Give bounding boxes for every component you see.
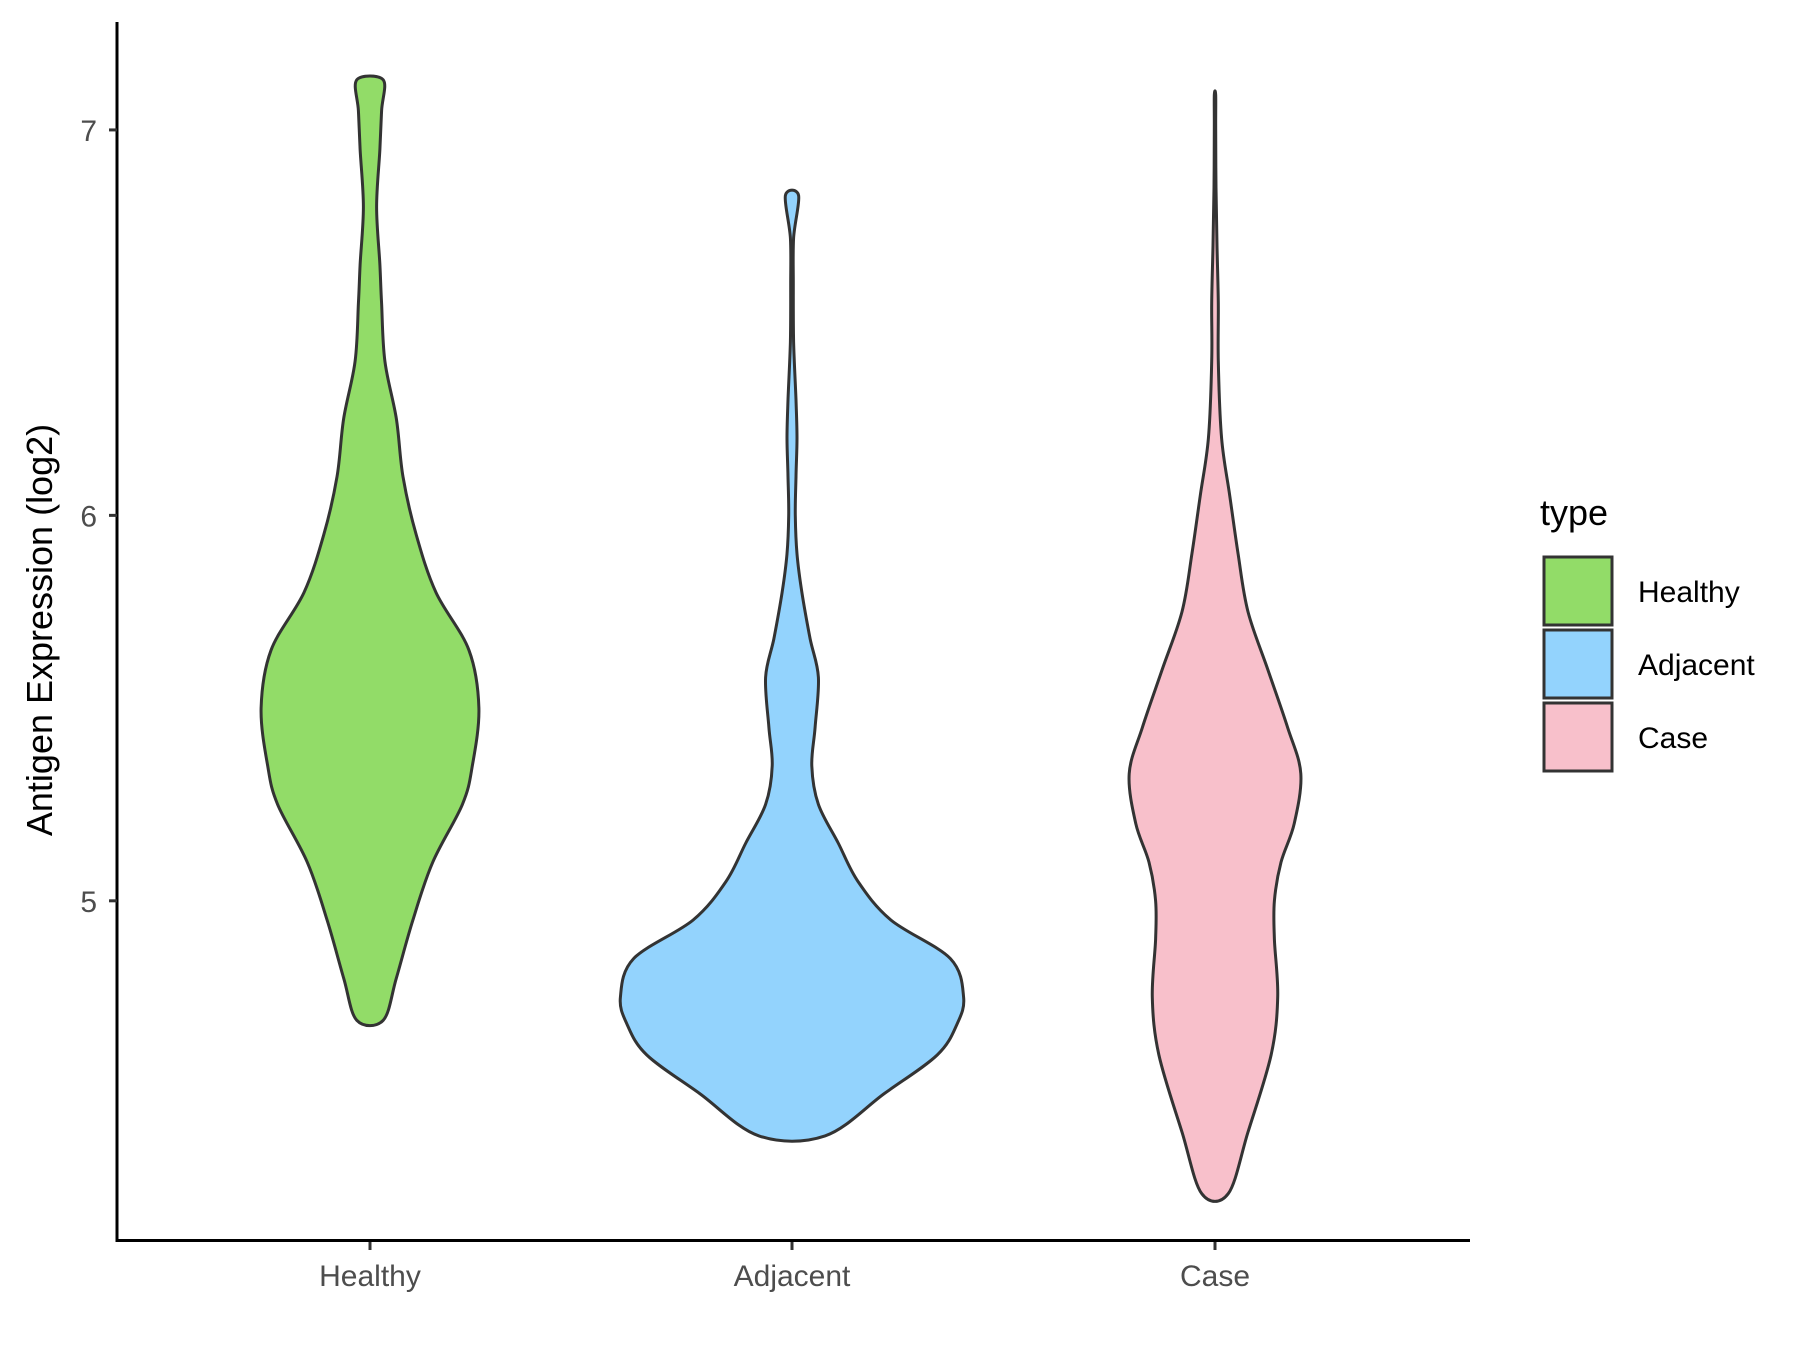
y-tick-label: 6 — [80, 500, 97, 533]
legend-swatch-adjacent — [1542, 628, 1614, 700]
y-tick-label: 7 — [80, 115, 97, 148]
x-tick-label: Healthy — [319, 1260, 421, 1293]
x-ticks: Healthy Adjacent Case — [319, 1242, 1250, 1293]
violin-layer — [259, 74, 1303, 1203]
legend-title: type — [1540, 492, 1608, 533]
y-ticks: 5 6 7 — [80, 115, 117, 919]
x-tick-label: Adjacent — [734, 1260, 851, 1293]
y-axis-title: Antigen Expression (log2) — [19, 424, 60, 836]
y-tick-label: 5 — [80, 886, 97, 919]
legend-label-adjacent: Adjacent — [1638, 649, 1755, 682]
legend-label-healthy: Healthy — [1638, 576, 1740, 609]
x-tick-label: Case — [1180, 1260, 1250, 1293]
violin-adjacent — [618, 188, 966, 1143]
legend-items: Healthy Adjacent Case — [1542, 555, 1755, 773]
legend-swatch-case — [1542, 701, 1614, 773]
violin-case — [1127, 89, 1303, 1203]
violin-healthy — [259, 74, 481, 1028]
legend-swatch-healthy — [1542, 555, 1614, 627]
legend: type Healthy Adjacent Case — [1540, 492, 1755, 773]
legend-label-case: Case — [1638, 722, 1708, 755]
